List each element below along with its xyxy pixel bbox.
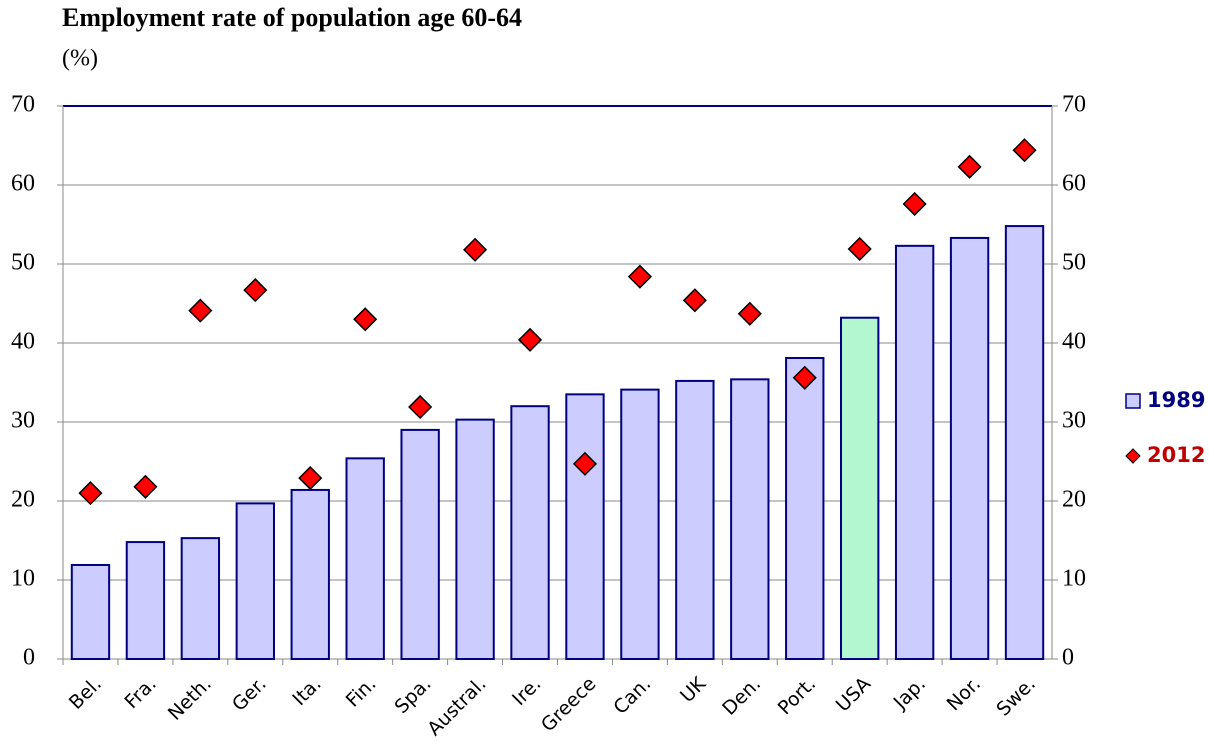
diamond-marker <box>133 474 158 499</box>
x-tick-label: Austral. <box>423 673 490 740</box>
y-tick-label: 0 <box>23 645 35 671</box>
x-tick-label: Fin. <box>342 673 381 712</box>
legend-label: 2012 <box>1147 443 1205 467</box>
x-tick-label: Greece <box>537 673 600 736</box>
y-tick-label: 40 <box>11 329 35 355</box>
legend-swatch <box>1125 393 1141 409</box>
bar <box>565 393 605 660</box>
chart-title: Employment rate of population age 60-64 <box>62 3 522 32</box>
diamond-marker <box>1012 138 1037 163</box>
x-tick-label: Bel. <box>65 673 106 714</box>
legend-swatch <box>1125 448 1141 464</box>
x-tick-label: Den. <box>718 673 765 720</box>
bar <box>400 428 440 660</box>
bar <box>949 236 990 660</box>
x-tick-label: USA <box>832 673 875 716</box>
y2-tick-label: 40 <box>1062 329 1086 355</box>
y-tick-label: 50 <box>11 250 35 276</box>
diamond-marker <box>78 481 103 506</box>
x-tick-label: Can. <box>609 673 655 719</box>
legend-label: 1989 <box>1147 388 1205 412</box>
diamond-marker <box>517 327 543 352</box>
bar <box>125 541 166 661</box>
x-tick-label: Swe. <box>992 673 1040 721</box>
diamond-marker <box>188 298 213 323</box>
diamond-marker <box>902 191 927 217</box>
diamond-marker <box>627 264 652 289</box>
bar <box>840 316 880 660</box>
bar <box>785 357 825 660</box>
x-tick-label: Ire. <box>508 673 545 710</box>
y2-tick-label: 20 <box>1062 487 1086 513</box>
x-tick-label: Jap. <box>889 673 930 714</box>
y2-tick-label: 70 <box>1062 92 1086 118</box>
diamond-marker <box>847 236 872 262</box>
y2-tick-label: 10 <box>1062 566 1086 592</box>
diamond-marker <box>463 237 488 262</box>
bar <box>70 563 111 660</box>
bar <box>455 418 495 660</box>
y-tick-label: 20 <box>11 487 35 513</box>
bar <box>1004 225 1045 661</box>
bar <box>235 502 275 660</box>
diamond-marker <box>957 154 982 179</box>
x-tick-label: Neth. <box>164 673 216 725</box>
diamond-marker <box>682 288 707 313</box>
bar <box>675 379 715 660</box>
bar <box>730 378 770 660</box>
bar <box>510 405 550 661</box>
bar <box>620 388 660 660</box>
x-tick-label: Fra. <box>121 673 161 713</box>
bar <box>345 457 385 660</box>
y-tick-label: 60 <box>11 171 35 197</box>
diamond-marker <box>298 466 323 491</box>
x-tick-label: Spa. <box>390 673 435 718</box>
bar <box>180 537 221 661</box>
x-tick-label: UK <box>676 672 711 707</box>
bar <box>894 244 935 661</box>
y-tick-label: 30 <box>11 408 35 434</box>
diamond-marker <box>792 365 817 390</box>
bar <box>290 488 330 660</box>
diamond-marker <box>243 278 268 303</box>
y-tick-label: 10 <box>11 566 35 592</box>
chart-subtitle: (%) <box>62 46 98 72</box>
x-tick-label: Ger. <box>228 673 271 716</box>
y2-tick-label: 60 <box>1062 171 1086 197</box>
y-tick-label: 70 <box>11 92 35 118</box>
diamond-marker <box>408 394 433 420</box>
y2-tick-label: 0 <box>1062 645 1074 671</box>
diamond-marker <box>737 301 762 326</box>
y2-tick-label: 30 <box>1062 408 1086 434</box>
diamond-marker <box>572 451 598 476</box>
x-tick-label: Port. <box>774 673 820 719</box>
y2-tick-label: 50 <box>1062 250 1086 276</box>
diamond-marker <box>353 307 378 332</box>
x-tick-label: Nor. <box>943 673 985 715</box>
x-tick-label: Ita. <box>288 673 325 710</box>
